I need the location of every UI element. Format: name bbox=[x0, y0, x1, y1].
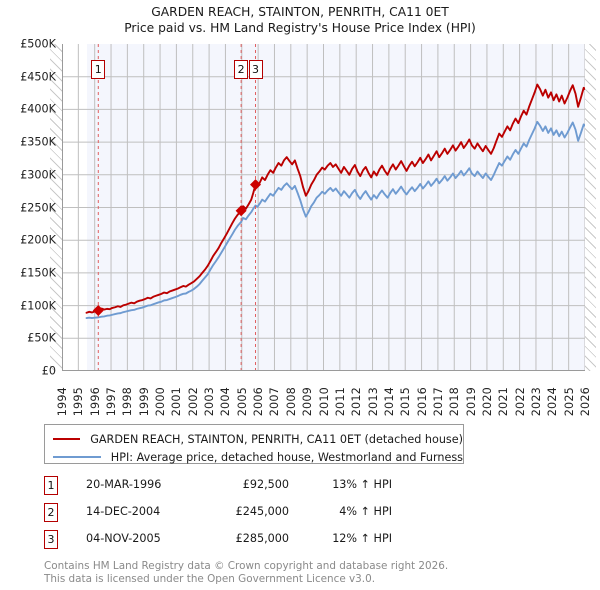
x-axis-tick-label: 2022 bbox=[513, 386, 527, 416]
x-axis-tick-label: 1996 bbox=[88, 386, 102, 416]
transaction-hpi-delta: 12% ↑ HPI bbox=[332, 532, 392, 545]
legend-color-swatch bbox=[53, 438, 81, 440]
transaction-price: £92,500 bbox=[242, 478, 289, 491]
x-axis-tick-label: 2014 bbox=[382, 386, 396, 416]
x-axis-tick-label: 1994 bbox=[56, 386, 69, 416]
legend-color-swatch bbox=[53, 456, 101, 458]
x-axis-tick-label: 2023 bbox=[529, 386, 543, 416]
chart-legend: GARDEN REACH, STAINTON, PENRITH, CA11 0E… bbox=[44, 424, 464, 464]
y-axis-tick-label: £500K bbox=[20, 37, 56, 51]
x-axis-tick-label: 2010 bbox=[317, 386, 331, 416]
page-title: GARDEN REACH, STAINTON, PENRITH, CA11 0E… bbox=[0, 4, 600, 36]
x-axis-tick-label: 2020 bbox=[480, 386, 494, 416]
transaction-index-badge: 2 bbox=[44, 503, 58, 522]
chart-marker-label[interactable]: 2 bbox=[234, 60, 249, 79]
transactions-table: 1 20-MAR-1996 £92,500 13% ↑ HPI 2 14-DEC-2004… bbox=[44, 474, 474, 554]
x-axis-tick-label: 1995 bbox=[72, 386, 86, 416]
legend-label: GARDEN REACH, STAINTON, PENRITH, CA11 0E… bbox=[90, 432, 463, 446]
x-axis-tick-label: 2019 bbox=[464, 386, 478, 416]
x-axis-tick-label: 2003 bbox=[203, 386, 217, 416]
x-axis-tick-label: 2021 bbox=[497, 386, 511, 416]
transaction-hpi-delta: 13% ↑ HPI bbox=[332, 478, 392, 491]
x-axis-tick-label: 2025 bbox=[562, 386, 576, 416]
transaction-index-badge: 3 bbox=[44, 530, 58, 549]
x-axis-tick-label: 2018 bbox=[448, 386, 462, 416]
x-axis-tick-label: 2013 bbox=[366, 386, 380, 416]
plot-area bbox=[62, 44, 585, 371]
transaction-price: £285,000 bbox=[235, 532, 289, 545]
x-axis-tick-label: 2012 bbox=[350, 386, 364, 416]
x-axis-tick-label: 2017 bbox=[431, 386, 445, 416]
footer-line-2: This data is licensed under the Open Gov… bbox=[44, 572, 376, 585]
y-axis-tick-label: £0 bbox=[41, 364, 56, 378]
legend-item: HPI: Average price, detached house, West… bbox=[45, 447, 463, 467]
x-axis-tick-label: 2006 bbox=[252, 386, 266, 416]
y-axis-tick-label: £250K bbox=[20, 201, 56, 214]
transaction-hpi-delta: 4% ↑ HPI bbox=[339, 505, 392, 518]
transaction-price: £245,000 bbox=[235, 505, 289, 518]
transaction-index-badge: 1 bbox=[44, 476, 58, 495]
legend-label: HPI: Average price, detached house, West… bbox=[110, 450, 463, 464]
y-axis: £0 £50K £100K £150K £200K £250K £300K £350K £400… bbox=[0, 0, 56, 590]
x-axis-tick-label: 2001 bbox=[170, 386, 184, 416]
transaction-date: 14-DEC-2004 bbox=[86, 505, 161, 518]
transaction-date: 20-MAR-1996 bbox=[86, 478, 162, 491]
chart-marker-label[interactable]: 1 bbox=[91, 60, 106, 79]
x-axis-tick-label: 1997 bbox=[105, 386, 119, 416]
y-axis-tick-label: £300K bbox=[20, 168, 56, 182]
grid-lines bbox=[62, 44, 585, 371]
x-axis-tick-label: 2002 bbox=[186, 386, 200, 416]
x-axis-tick-label: 1999 bbox=[137, 386, 151, 416]
y-axis-tick-label: £350K bbox=[20, 135, 56, 149]
x-axis-tick-label: 1998 bbox=[121, 386, 135, 416]
table-row[interactable]: 3 04-NOV-2005 £285,000 12% ↑ HPI bbox=[44, 528, 474, 554]
x-axis-tick-label: 2008 bbox=[284, 386, 298, 416]
title-line-1: GARDEN REACH, STAINTON, PENRITH, CA11 0E… bbox=[151, 5, 449, 19]
legend-item: GARDEN REACH, STAINTON, PENRITH, CA11 0E… bbox=[45, 429, 463, 449]
right-hatch-gutter bbox=[585, 44, 596, 371]
title-line-2: Price paid vs. HM Land Registry's House … bbox=[124, 21, 476, 35]
y-axis-tick-label: £450K bbox=[20, 70, 56, 84]
x-axis-tick-label: 2011 bbox=[333, 386, 347, 416]
x-axis-tick-label: 2024 bbox=[546, 386, 560, 416]
chart-marker-label[interactable]: 3 bbox=[248, 60, 263, 79]
x-axis-tick-label: 2000 bbox=[154, 386, 168, 416]
footer-attribution: Contains HM Land Registry data © Crown c… bbox=[44, 560, 584, 585]
left-hatch-gutter bbox=[50, 44, 62, 371]
x-axis-tick-label: 2015 bbox=[399, 386, 413, 416]
x-axis-tick-label: 2007 bbox=[268, 386, 282, 416]
x-axis-tick-label: 2026 bbox=[579, 386, 592, 416]
transaction-date: 04-NOV-2005 bbox=[86, 532, 161, 545]
y-axis-tick-label: £100K bbox=[20, 299, 56, 313]
y-axis-tick-label: £200K bbox=[20, 233, 56, 247]
y-axis-tick-label: £400K bbox=[20, 102, 56, 116]
x-axis-tick-label: 2005 bbox=[235, 386, 249, 416]
x-axis-tick-label: 2004 bbox=[219, 386, 233, 416]
y-axis-tick-label: £50K bbox=[27, 331, 56, 345]
data-series bbox=[85, 83, 585, 319]
y-axis-tick-label: £150K bbox=[20, 266, 56, 280]
transaction-point-markers bbox=[92, 44, 262, 371]
x-axis-tick-label: 2009 bbox=[301, 386, 315, 416]
x-axis: 1994 1995 1996 1997 1998 1999 2000 2001 2002 2003… bbox=[0, 374, 600, 416]
table-row[interactable]: 2 14-DEC-2004 £245,000 4% ↑ HPI bbox=[44, 501, 474, 527]
table-row[interactable]: 1 20-MAR-1996 £92,500 13% ↑ HPI bbox=[44, 474, 474, 500]
footer-line-1: Contains HM Land Registry data © Crown c… bbox=[44, 560, 449, 572]
x-axis-tick-label: 2016 bbox=[415, 386, 429, 416]
